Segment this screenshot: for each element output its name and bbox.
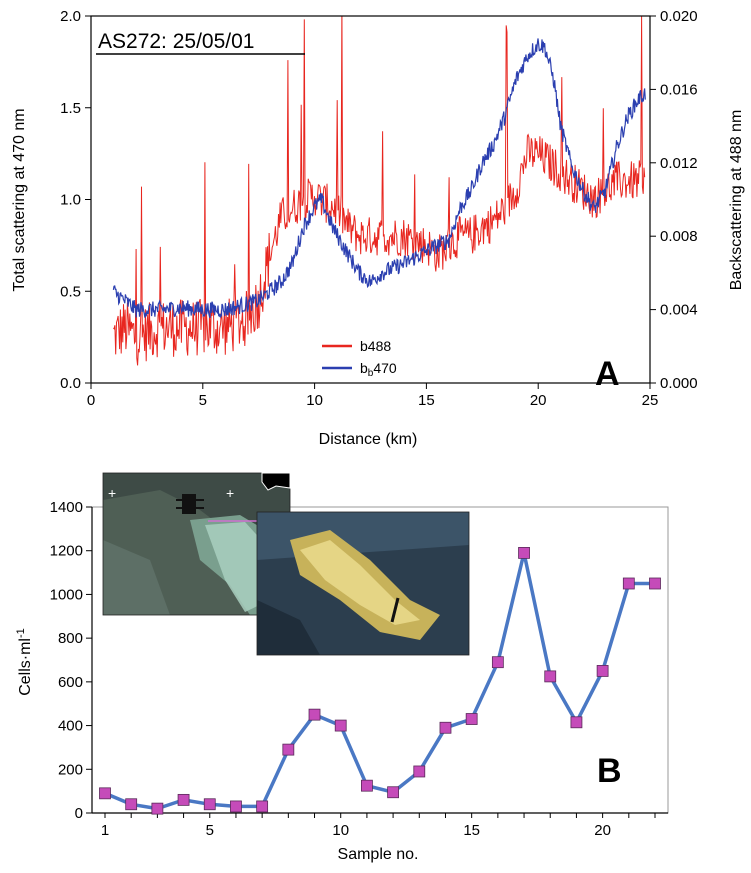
inset-cross-1: + bbox=[108, 485, 116, 501]
panel-a-letter: A bbox=[595, 355, 620, 393]
panel-a-plot-frame bbox=[90, 15, 651, 384]
panel-a-axes: 0 5 10 15 20 25 0.0 0.5 1.0 1.5 2.0 0.000 0.004 0.008… bbox=[60, 8, 697, 409]
panel-b-data-point bbox=[125, 798, 138, 811]
panel-a-ylabel-right: Backscattering at 488 nm bbox=[728, 110, 745, 291]
panel-b-data-point bbox=[282, 743, 295, 756]
panel-b-ylabel: Cells·ml-1 bbox=[15, 628, 34, 696]
panel-a-ytick-right-label: 0.016 bbox=[660, 81, 698, 98]
panel-b-xlabel: Sample no. bbox=[338, 846, 419, 863]
panel-b-data-point bbox=[177, 793, 190, 806]
panel-a-title: AS272: 25/05/01 bbox=[98, 30, 254, 53]
panel-b-data-point bbox=[465, 713, 478, 725]
panel-a-chart: 0 5 10 15 20 25 0.0 0.5 1.0 1.5 2.0 0.000 0.004 0.008… bbox=[11, 8, 745, 448]
panel-a-series-layer bbox=[112, 16, 646, 366]
panel-b-ytick-label: 800 bbox=[58, 630, 83, 647]
panel-a-xtick-label: 5 bbox=[199, 392, 207, 409]
panel-b-series-layer bbox=[99, 547, 661, 815]
panel-b-data-point bbox=[491, 656, 504, 669]
panel-b-data-point bbox=[570, 716, 583, 729]
panel-b-data-point bbox=[439, 721, 452, 734]
panel-b-xtick-label: 10 bbox=[332, 822, 349, 839]
panel-b-ytick-label: 1400 bbox=[50, 499, 83, 516]
panel-a-ytick-left-label: 1.5 bbox=[60, 100, 81, 117]
panel-b-data-point bbox=[544, 670, 557, 683]
panel-a-xlabel: Distance (km) bbox=[319, 431, 418, 448]
panel-b-ytick-label: 0 bbox=[75, 805, 83, 822]
panel-b-xtick-label: 5 bbox=[206, 822, 214, 839]
panel-a-ylabel-left: Total scattering at 470 nm bbox=[11, 108, 28, 291]
panel-b-xtick-label: 20 bbox=[594, 822, 611, 839]
panel-b-data-point bbox=[649, 577, 661, 590]
panel-a-ytick-left-label: 1.0 bbox=[60, 192, 81, 209]
panel-b-xtick-label: 15 bbox=[463, 822, 480, 839]
panel-b-ytick-label: 1000 bbox=[50, 586, 83, 603]
panel-b-data-point bbox=[308, 708, 321, 721]
panel-a-ytick-left-label: 0.5 bbox=[60, 283, 81, 300]
panel-b-data-point bbox=[99, 787, 111, 800]
panel-a-xtick-label: 15 bbox=[418, 392, 435, 409]
panel-b-data-point bbox=[230, 800, 242, 813]
panel-b-data-point bbox=[596, 665, 609, 677]
panel-a-xtick-label: 0 bbox=[87, 392, 95, 409]
panel-a-legend: b488 bb470 bbox=[322, 338, 397, 379]
panel-b-ytick-label: 1200 bbox=[50, 543, 83, 560]
panel-b-data-point bbox=[387, 786, 399, 799]
panel-a-ytick-left-label: 2.0 bbox=[60, 8, 81, 25]
panel-b-xtick-label: 1 bbox=[101, 822, 109, 839]
panel-a-ytick-left-label: 0.0 bbox=[60, 375, 81, 392]
panel-a-xtick-label: 20 bbox=[530, 392, 547, 409]
panel-a-ytick-right-label: 0.000 bbox=[660, 375, 698, 392]
panel-b-data-point bbox=[256, 800, 269, 813]
inset-cross-2: + bbox=[226, 485, 234, 501]
panel-b-series-line bbox=[104, 551, 655, 811]
panel-b-data-point bbox=[151, 802, 164, 815]
legend-label-b488: b488 bbox=[360, 338, 391, 354]
panel-a-ytick-right-label: 0.008 bbox=[660, 228, 698, 245]
panel-a-xtick-label: 25 bbox=[642, 392, 659, 409]
panel-b-data-point bbox=[203, 798, 216, 811]
panel-b-ytick-label: 400 bbox=[58, 718, 83, 735]
panel-a-ytick-right-label: 0.012 bbox=[660, 155, 698, 172]
sea-photo-inset-image bbox=[256, 511, 470, 656]
panel-b-ytick-label: 600 bbox=[58, 674, 83, 691]
panel-a-xtick-label: 10 bbox=[306, 392, 323, 409]
panel-b-ytick-label: 200 bbox=[58, 761, 83, 778]
panel-b-data-point bbox=[518, 547, 530, 559]
panel-a-ytick-right-label: 0.004 bbox=[660, 302, 698, 319]
panel-b-letter: B bbox=[597, 752, 622, 790]
panel-b-data-point bbox=[622, 577, 635, 590]
legend-label-bb470: bb470 bbox=[360, 360, 397, 379]
panel-b-data-point bbox=[334, 719, 347, 732]
series-bb470-line bbox=[112, 38, 646, 319]
panel-b-data-point bbox=[361, 779, 373, 792]
panel-a-ytick-right-label: 0.020 bbox=[660, 8, 698, 25]
panel-b-data-point bbox=[413, 765, 426, 778]
